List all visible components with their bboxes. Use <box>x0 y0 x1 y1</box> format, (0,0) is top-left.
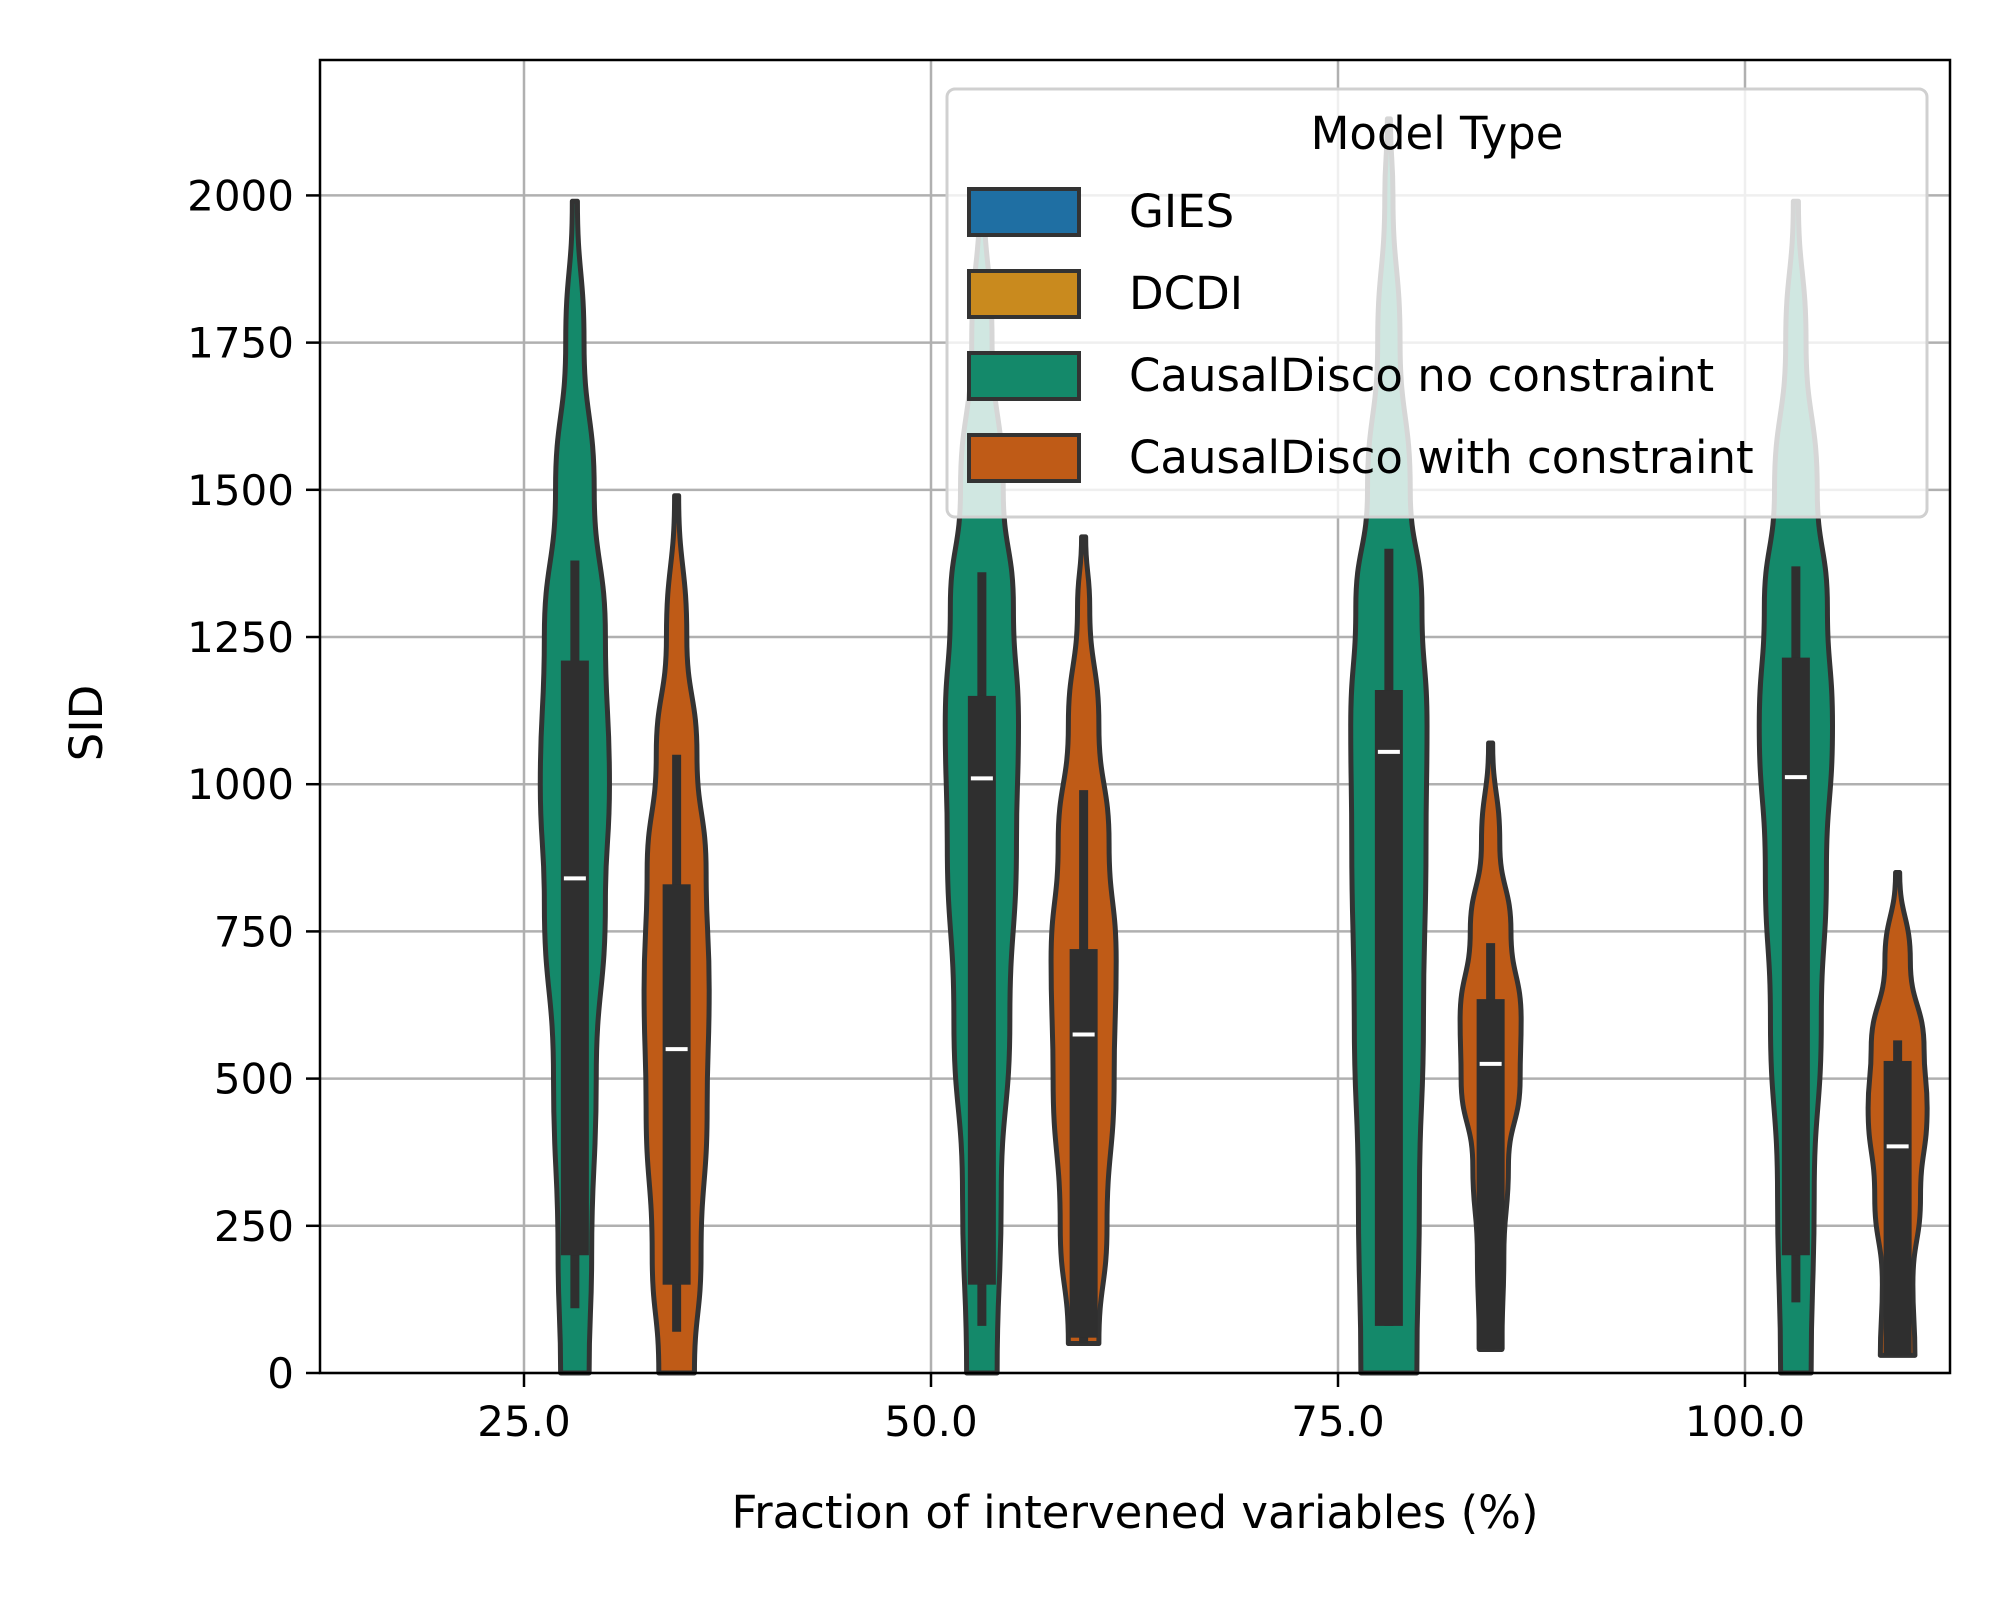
legend-swatch <box>967 269 1081 319</box>
legend-swatch <box>967 187 1081 237</box>
axes-layer: 0 250 500 750 1000 1250 1500 1750 2000 25.0 50.0 75… <box>187 58 1952 1446</box>
x-axis-title: Fraction of intervened variables (%) <box>731 1486 1538 1539</box>
violin-iqr-box <box>662 884 691 1285</box>
y-tick-label: 1750 <box>187 319 294 368</box>
violin-iqr-box <box>1781 657 1810 1256</box>
legend-swatch <box>967 351 1081 401</box>
legend-box <box>945 87 1929 519</box>
x-tick-label: 75.0 <box>1291 1397 1385 1446</box>
x-tick-label: 25.0 <box>477 1397 571 1446</box>
legend-label: DCDI <box>1129 267 1243 320</box>
y-tick-label: 750 <box>214 907 294 956</box>
violin-iqr-box <box>967 695 996 1285</box>
y-tick-label: 500 <box>214 1055 294 1104</box>
legend-swatch <box>967 433 1081 483</box>
violin-iqr-box <box>1883 1060 1912 1356</box>
x-tick-label: 100.0 <box>1685 1397 1805 1446</box>
legend-label: CausalDisco with constraint <box>1129 431 1754 484</box>
violin-causaldisco-with-constraint-75.0 <box>1457 740 1524 1352</box>
violin-iqr-box <box>1069 949 1098 1338</box>
violin-causaldisco-no-constraint-75.0 <box>1348 116 1430 1376</box>
legend: Model Type GIES DCDI CausalDisco no constra… <box>945 87 1929 519</box>
violin-iqr-box <box>1374 690 1403 1326</box>
y-tick-label: 0 <box>267 1349 294 1398</box>
plot-frame <box>318 58 1952 1375</box>
violin-causaldisco-with-constraint-50.0 <box>1048 534 1119 1347</box>
y-axis-title: SID <box>60 685 113 762</box>
legend-label: CausalDisco no constraint <box>1129 349 1714 402</box>
legend-label: GIES <box>1129 185 1234 238</box>
y-tick-label: 1000 <box>187 760 294 809</box>
y-tick-label: 1500 <box>187 466 294 515</box>
violin-causaldisco-with-constraint-25.0 <box>641 493 712 1376</box>
violin-iqr-box <box>560 660 589 1256</box>
y-tick-label: 250 <box>214 1202 294 1251</box>
violin-causaldisco-with-constraint-100.0 <box>1865 870 1930 1358</box>
y-tick-label: 1250 <box>187 613 294 662</box>
legend-title: Model Type <box>1311 107 1564 160</box>
violin-causaldisco-no-constraint-25.0 <box>537 198 612 1376</box>
x-tick-label: 50.0 <box>884 1397 978 1446</box>
violin-iqr-box <box>1476 999 1505 1350</box>
y-tick-label: 2000 <box>187 171 294 220</box>
